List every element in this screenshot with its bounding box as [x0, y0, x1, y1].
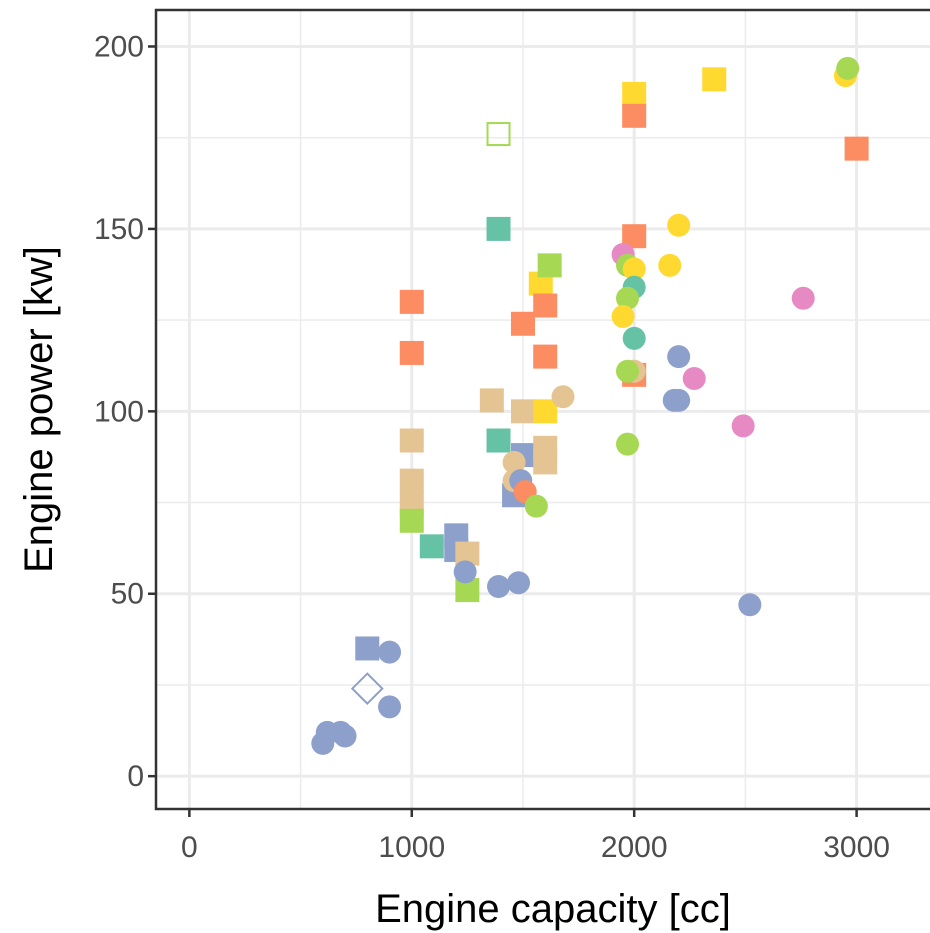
data-point-circle [622, 326, 646, 350]
y-tick-label: 0 [127, 760, 144, 793]
data-point-open-square [486, 122, 511, 147]
data-point-circle [667, 388, 691, 412]
data-point-circle [616, 286, 640, 310]
data-point-square [622, 103, 647, 128]
data-point-circle [502, 450, 526, 474]
data-point-square [419, 534, 444, 559]
data-point-circle [507, 571, 531, 595]
axes: 0 1000 2000 3000 0 50 100 150 200 [94, 30, 890, 864]
data-point-square [399, 289, 424, 314]
data-point-circle [616, 432, 640, 456]
data-point-square [510, 311, 535, 336]
data-point-square [533, 344, 558, 369]
y-tick-label: 150 [94, 213, 144, 246]
data-point-circle [667, 345, 691, 369]
data-point-square [399, 468, 424, 493]
data-point-square [399, 428, 424, 453]
data-point-square [399, 508, 424, 533]
y-tick-label: 100 [94, 395, 144, 428]
y-tick-label: 200 [94, 30, 144, 63]
data-point-square [844, 136, 869, 161]
data-points [311, 56, 869, 755]
data-point-circle [658, 253, 682, 277]
data-point-square [510, 399, 535, 424]
data-point-circle [524, 494, 548, 518]
data-point-circle [453, 560, 477, 584]
data-point-circle [616, 359, 640, 383]
x-tick-label: 0 [181, 831, 198, 864]
data-point-square [533, 399, 558, 424]
data-point-square [702, 67, 727, 92]
plot-panel-border [154, 8, 930, 811]
y-axis-title: Engine power [kw] [17, 246, 61, 573]
data-point-square [622, 81, 647, 106]
data-point-circle [611, 304, 635, 328]
data-point-square [486, 216, 511, 241]
data-point-circle [667, 213, 691, 237]
data-point-circle [738, 593, 762, 617]
x-tick-label: 1000 [378, 831, 445, 864]
data-point-square [479, 388, 504, 413]
data-point-square [533, 293, 558, 318]
data-point-circle [533, 450, 557, 474]
data-point-circle [378, 640, 402, 664]
data-point-circle [333, 724, 357, 748]
data-point-open-diamond [350, 672, 384, 706]
data-point-circle [731, 414, 755, 438]
data-point-circle [487, 574, 511, 598]
data-point-circle [791, 286, 815, 310]
data-point-square [399, 340, 424, 365]
x-tick-label: 2000 [601, 831, 668, 864]
x-tick-label: 3000 [823, 831, 890, 864]
data-point-square [355, 636, 380, 661]
y-tick-label: 50 [111, 578, 144, 611]
x-axis-title: Engine capacity [cc] [375, 887, 731, 931]
data-point-circle [378, 695, 402, 719]
data-point-circle [682, 366, 706, 390]
data-point-circle [622, 257, 646, 281]
data-point-square [537, 253, 562, 278]
data-point-circle [836, 56, 860, 80]
data-point-circle [551, 385, 575, 409]
data-point-square [486, 428, 511, 453]
